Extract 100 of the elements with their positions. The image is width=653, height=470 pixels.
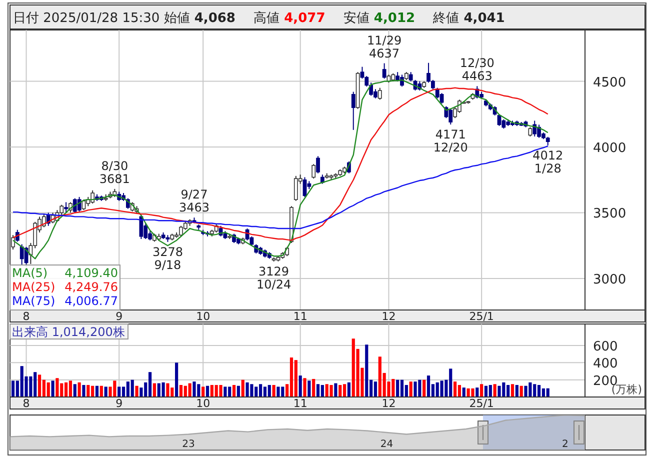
bar — [263, 386, 267, 397]
y-tick-label: 400 — [593, 356, 618, 372]
candlestick — [312, 164, 316, 180]
bar — [347, 382, 350, 397]
bar — [484, 386, 488, 397]
bar — [498, 386, 501, 397]
annotation: 9/27 3463 — [178, 188, 210, 215]
bar — [68, 380, 72, 397]
x-tick-label: 2 — [562, 439, 568, 450]
candlestick — [408, 72, 413, 82]
bar — [409, 382, 412, 397]
candlestick — [378, 87, 382, 100]
candlestick — [316, 156, 320, 174]
bar — [192, 382, 196, 397]
candlestick — [20, 244, 24, 266]
bar — [426, 376, 430, 397]
bar — [38, 374, 42, 397]
bar — [493, 384, 496, 397]
text: MA(75) — [12, 294, 56, 308]
bar — [166, 383, 170, 397]
x-tick-label: 25/1 — [469, 397, 494, 410]
bar — [334, 383, 338, 397]
bar — [471, 388, 474, 397]
bar — [480, 384, 484, 397]
candlestick — [382, 62, 386, 80]
bar — [520, 386, 523, 397]
bar — [320, 384, 324, 397]
x-tick-label: 12 — [382, 397, 396, 410]
bar — [118, 386, 121, 397]
bar — [73, 384, 76, 397]
bar — [308, 380, 311, 397]
candlestick — [351, 91, 356, 130]
annotation: 8/30 3681 — [99, 158, 130, 186]
bar — [46, 382, 50, 397]
bar — [241, 380, 244, 397]
bar — [224, 386, 227, 397]
bar — [414, 382, 417, 397]
bar — [276, 386, 280, 397]
bar — [422, 380, 426, 397]
annotation: 11/29 4637 — [367, 33, 402, 60]
y-tick-label: 4000 — [593, 140, 626, 156]
chart-title: 日付 2025/01/28 15:30 始値 4,068 高値 4,077 安値 4,012 終値 4,041 — [13, 11, 505, 26]
candlestick — [532, 120, 537, 137]
bar — [316, 384, 320, 397]
bar — [515, 384, 518, 397]
x-tick-label: 10 — [196, 310, 210, 323]
candlestick — [502, 118, 506, 130]
x-tick-label: 11 — [293, 310, 308, 323]
annotation: 4,249.76 — [64, 280, 118, 294]
bar — [268, 384, 271, 397]
y-tick-label: 3000 — [593, 272, 626, 288]
x-tick-label: 9 — [116, 310, 123, 323]
x-tick-label: 12 — [382, 310, 396, 323]
candlestick — [77, 196, 82, 212]
bar — [537, 384, 541, 397]
bar — [82, 384, 86, 397]
bar — [303, 378, 306, 397]
annotation: 4,006.77 — [64, 294, 118, 308]
bar — [524, 386, 528, 397]
x-tick-label: 10 — [196, 397, 210, 410]
chart-title: 出来高 1,014,200株 — [12, 325, 125, 339]
series-label: MA(5) — [12, 266, 48, 280]
y-tick-label: 600 — [593, 339, 618, 354]
candlestick — [139, 214, 144, 240]
bar — [104, 386, 108, 397]
candlestick — [64, 202, 68, 214]
bar — [219, 384, 222, 397]
bar — [330, 384, 333, 397]
y-axis-title: (万株) — [611, 383, 642, 396]
bar — [453, 382, 457, 397]
bar — [148, 372, 152, 397]
x-tick-label: 25/1 — [469, 310, 494, 323]
x-tick-label: 8 — [22, 310, 30, 323]
bar — [298, 376, 302, 397]
bar — [130, 380, 134, 397]
candlestick — [396, 72, 400, 82]
bar — [374, 382, 378, 397]
bar — [188, 383, 192, 397]
annotation: 3278 9/18 — [152, 244, 183, 272]
bar — [152, 383, 156, 397]
bar — [11, 380, 15, 397]
bar — [458, 384, 462, 397]
bar — [400, 380, 404, 397]
bar — [290, 357, 294, 397]
bar — [294, 360, 298, 397]
bar — [135, 386, 138, 397]
bar — [51, 380, 54, 397]
bar — [365, 344, 368, 397]
annotation: 4,109.40 — [64, 266, 118, 280]
bar — [56, 378, 59, 397]
bar — [78, 382, 81, 397]
bar — [342, 384, 346, 397]
bar — [100, 386, 103, 397]
candlestick — [528, 126, 532, 137]
bar — [202, 386, 205, 397]
annotation: 4012 1/28 — [532, 148, 564, 176]
bar — [179, 384, 183, 397]
bar — [510, 384, 514, 397]
bar — [86, 384, 90, 397]
bar — [396, 380, 400, 397]
